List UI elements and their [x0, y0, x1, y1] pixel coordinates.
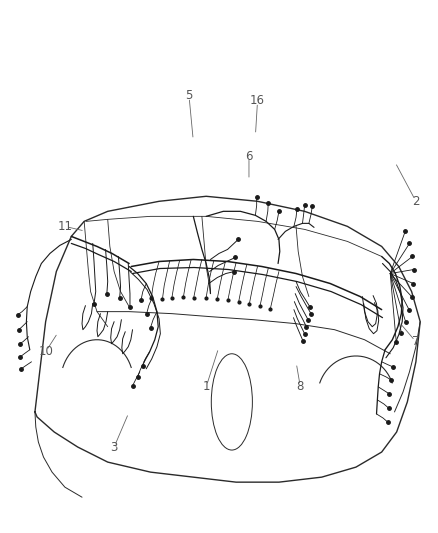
Text: 3: 3: [110, 441, 118, 454]
Text: 5: 5: [185, 90, 193, 102]
Text: 7: 7: [412, 335, 420, 348]
Text: 1: 1: [202, 381, 210, 393]
Text: 6: 6: [245, 150, 253, 163]
Text: 11: 11: [57, 220, 72, 233]
Text: 8: 8: [297, 381, 304, 393]
Text: 10: 10: [38, 345, 53, 358]
Text: 16: 16: [250, 94, 265, 108]
Text: 2: 2: [412, 195, 420, 208]
